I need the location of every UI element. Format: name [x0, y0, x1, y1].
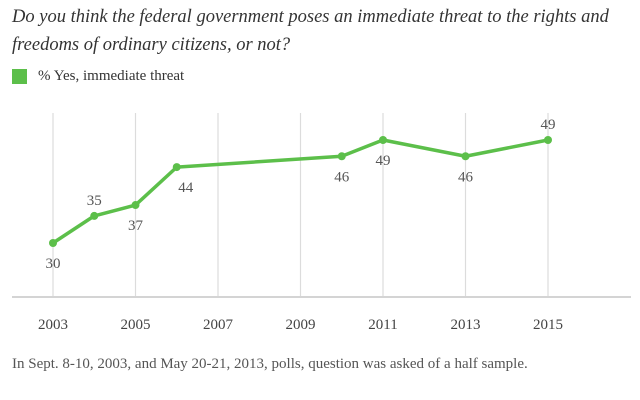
- data-label-2013: 46: [458, 169, 474, 185]
- legend-label: % Yes, immediate threat: [38, 68, 185, 84]
- x-tick-label: 2009: [286, 317, 316, 333]
- legend-swatch: [12, 69, 27, 84]
- x-tick-label: 2003: [38, 317, 68, 333]
- data-label-2011: 49: [376, 153, 391, 169]
- data-labels: 30 35 37 44 46 49 46 49: [46, 117, 556, 272]
- data-label-2005: 37: [128, 218, 144, 234]
- data-point-2011: [379, 136, 387, 144]
- x-tick-label: 2015: [533, 317, 563, 333]
- data-point-2010: [337, 152, 346, 161]
- x-tick-label: 2013: [451, 317, 481, 333]
- data-label-2006: 44: [178, 180, 194, 196]
- data-point-2015: [544, 136, 552, 144]
- x-tick-label: 2005: [121, 317, 151, 333]
- x-axis-tick-labels: 2003 2005 2007 2009 2011 2013 2015: [38, 317, 563, 333]
- data-point-2006: [172, 163, 181, 172]
- data-label-2004: 35: [87, 193, 102, 209]
- footnote: In Sept. 8-10, 2003, and May 20-21, 2013…: [12, 356, 528, 372]
- data-point-2004: [90, 211, 99, 220]
- legend: % Yes, immediate threat: [12, 68, 184, 85]
- data-point-2013: [461, 152, 470, 161]
- gridlines: [52, 113, 549, 297]
- data-points: [49, 136, 552, 247]
- data-point-2003: [49, 239, 57, 247]
- data-label-2010: 46: [334, 169, 350, 185]
- series-line: [51, 138, 550, 245]
- data-label-2003: 30: [46, 256, 61, 272]
- x-tick-label: 2007: [203, 317, 234, 333]
- chart-title: Do you think the federal government pose…: [12, 7, 609, 55]
- data-point-2005: [131, 201, 140, 210]
- x-tick-label: 2011: [368, 317, 397, 333]
- data-label-2015: 49: [541, 117, 556, 133]
